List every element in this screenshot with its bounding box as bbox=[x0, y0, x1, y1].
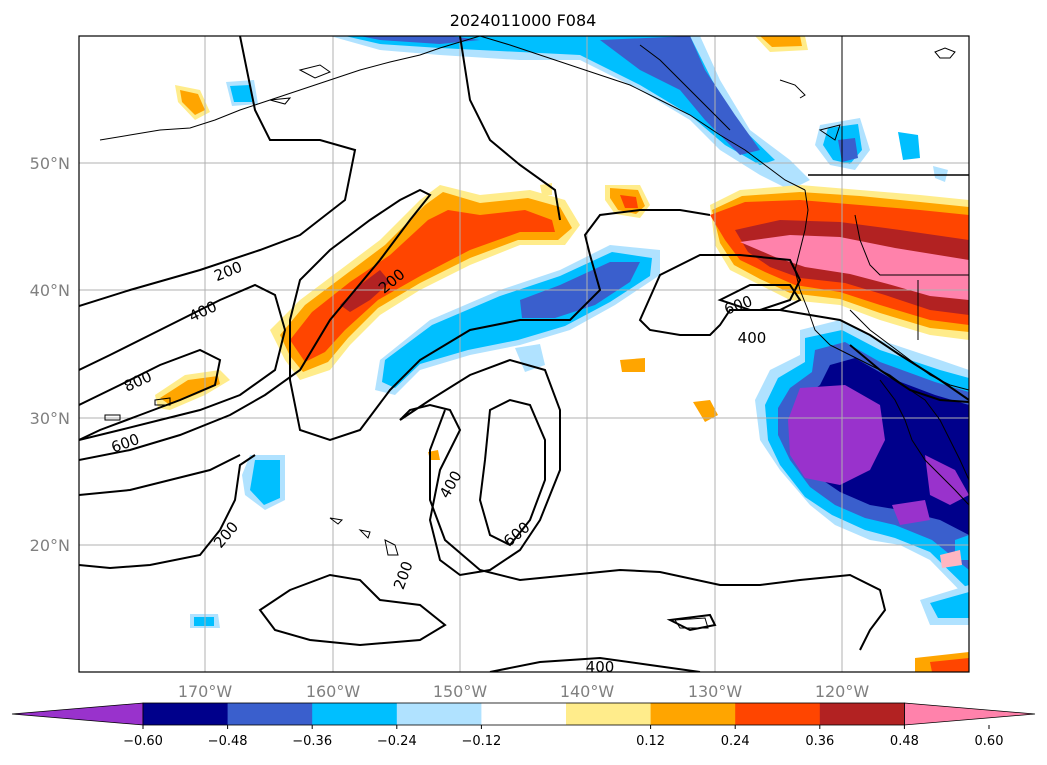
colorbar-frame bbox=[142, 702, 905, 726]
colorbar-tick-label: −0.12 bbox=[461, 734, 501, 749]
colorbar-tick-label: 0.36 bbox=[805, 734, 834, 749]
colorbar-tick-label: −0.48 bbox=[208, 734, 248, 749]
colorbar-tick-label: −0.36 bbox=[292, 734, 332, 749]
colorbar-tick-label: 0.12 bbox=[636, 734, 665, 749]
colorbar-extend-low bbox=[11, 702, 144, 726]
lat-label-50n: 50°N bbox=[30, 154, 70, 173]
coastlines bbox=[99, 36, 969, 629]
map-frame bbox=[78, 35, 970, 673]
positive-anomaly-fill bbox=[155, 36, 969, 672]
latitude-labels: 50°N 40°N 30°N 20°N bbox=[30, 154, 70, 555]
colorbar-segment bbox=[227, 703, 313, 725]
colorbar-extend-high bbox=[904, 702, 1036, 726]
colorbar-segment bbox=[481, 703, 567, 725]
map-title: 2024011000 F084 bbox=[450, 11, 597, 30]
lon-label-160w: 160°W bbox=[306, 682, 361, 701]
colorbar-tick-label: 0.48 bbox=[890, 734, 919, 749]
map-area: 200 400 800 600 200 200 600 400 400 600 … bbox=[79, 36, 969, 676]
lat-label-20n: 20°N bbox=[30, 536, 70, 555]
lon-label-130w: 130°W bbox=[688, 682, 743, 701]
contour-label-400-d: 400 bbox=[586, 658, 615, 676]
longitude-labels: 170°W 160°W 150°W 140°W 130°W 120°W bbox=[178, 682, 870, 701]
colorbar-segment bbox=[396, 703, 482, 725]
colorbar-segment bbox=[312, 703, 398, 725]
colorbar-tick-label: −0.24 bbox=[377, 734, 417, 749]
lon-label-140w: 140°W bbox=[560, 682, 615, 701]
lat-label-40n: 40°N bbox=[30, 281, 70, 300]
colorbar: −0.60 −0.48 −0.36 −0.24 −0.12 0.12 0.24 0.36 0.4… bbox=[11, 702, 1036, 749]
colorbar-segment bbox=[143, 703, 229, 725]
colorbar-tick-label: −0.60 bbox=[123, 734, 163, 749]
colorbar-segment bbox=[819, 703, 905, 725]
contour-lines bbox=[79, 36, 969, 672]
lat-label-30n: 30°N bbox=[30, 409, 70, 428]
lon-label-150w: 150°W bbox=[433, 682, 488, 701]
colorbar-tick-label: 0.60 bbox=[975, 734, 1004, 749]
colorbar-segment bbox=[650, 703, 736, 725]
lon-label-170w: 170°W bbox=[178, 682, 233, 701]
contour-label-400-b: 400 bbox=[738, 329, 767, 347]
colorbar-tick-label: 0.24 bbox=[721, 734, 750, 749]
colorbar-segment bbox=[566, 703, 652, 725]
lon-label-120w: 120°W bbox=[815, 682, 870, 701]
colorbar-segment bbox=[735, 703, 821, 725]
